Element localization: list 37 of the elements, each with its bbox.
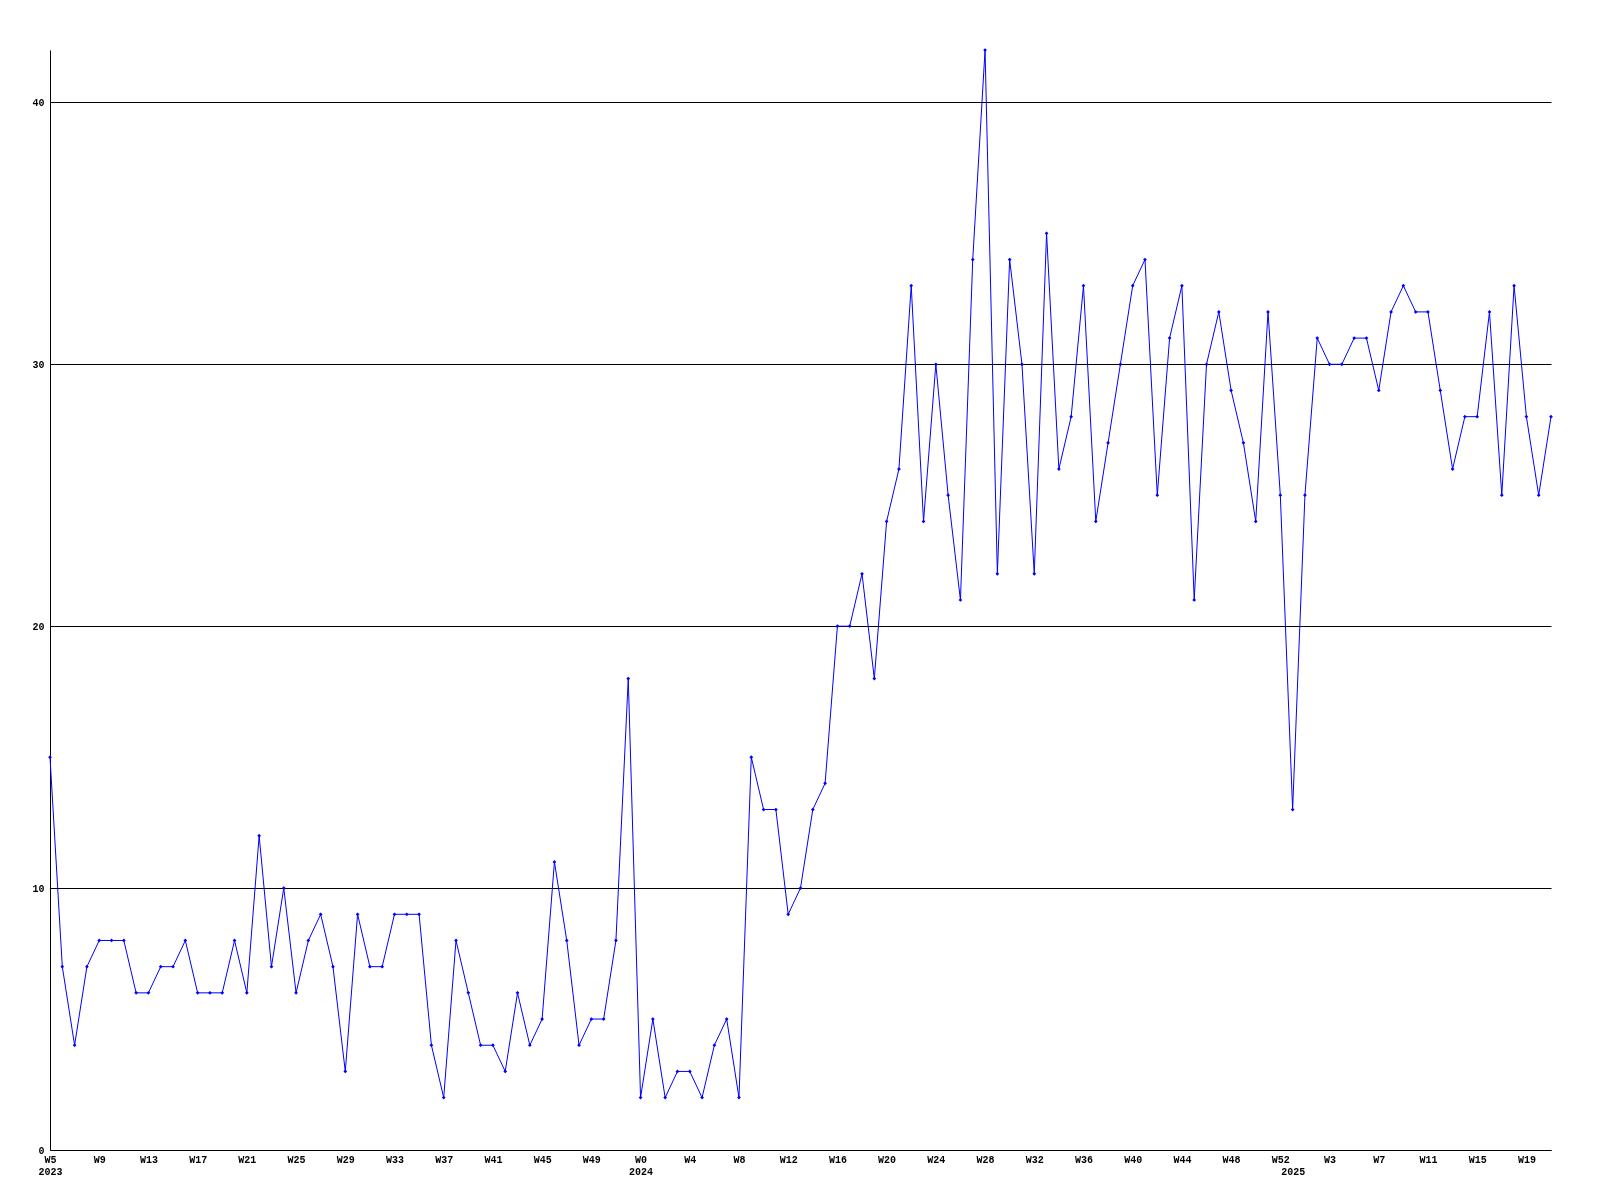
x-tick-label: W12 (779, 1154, 798, 1166)
x-tick-label: W7 (1373, 1154, 1386, 1166)
x-tick-label: W41 (484, 1154, 503, 1166)
x-tick-label: W28 (976, 1154, 995, 1166)
x-tick-label: W45 (533, 1154, 552, 1166)
x-tick-label: W17 (189, 1154, 208, 1166)
x-tick-label: W49 (582, 1154, 601, 1166)
x-tick-label: W4 (684, 1154, 697, 1166)
x-tick-label: W9 (93, 1154, 106, 1166)
x-tick-label: W5 2023 (38, 1154, 63, 1178)
y-tick-label: 0 (38, 1145, 45, 1157)
x-tick-label: W8 (733, 1154, 746, 1166)
x-tick-label: W20 (878, 1154, 897, 1166)
x-tick-label: W0 2024 (629, 1154, 654, 1178)
x-tick-label: W36 (1074, 1154, 1093, 1166)
x-tick-label: W37 (435, 1154, 454, 1166)
x-tick-label: W15 (1468, 1154, 1487, 1166)
x-tick-label: W40 (1124, 1154, 1143, 1166)
x-tick-label: W21 (238, 1154, 257, 1166)
x-tick-label: W33 (385, 1154, 404, 1166)
x-tick-label: W44 (1173, 1154, 1192, 1166)
x-tick-label: W25 (287, 1154, 306, 1166)
x-tick-label: W32 (1025, 1154, 1044, 1166)
y-tick-label: 10 (32, 883, 45, 895)
x-tick-label: W11 (1419, 1154, 1438, 1166)
x-tick-label: 2025 (1281, 1166, 1306, 1178)
x-tick-label: W13 (139, 1154, 158, 1166)
y-tick-label: 20 (32, 621, 45, 633)
x-tick-label: W19 (1517, 1154, 1536, 1166)
x-tick-label: W16 (828, 1154, 847, 1166)
y-tick-label: 40 (32, 97, 45, 109)
x-tick-label: W48 (1222, 1154, 1241, 1166)
y-tick-label: 30 (32, 359, 45, 371)
x-tick-label: W24 (927, 1154, 946, 1166)
x-tick-label: W3 (1324, 1154, 1337, 1166)
x-tick-label: W29 (336, 1154, 355, 1166)
x-tick-label: W52 (1271, 1154, 1290, 1166)
